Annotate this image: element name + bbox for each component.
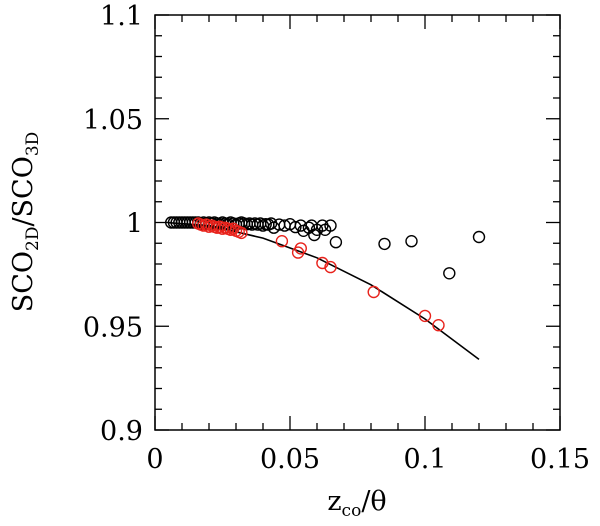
x-axis-label-tail: /θ [361,486,386,517]
y-tick-label: 1.1 [100,1,143,32]
x-tick-label: 0.05 [260,444,320,475]
x-axis-label-main: z [327,486,341,517]
black-data-point [329,235,343,249]
red-data-point [294,242,307,255]
black-data-point [405,234,418,248]
y-axis-label-a: SCO [8,251,39,312]
y-axis-label-b: /SCO [8,156,39,226]
tick-labels: 0 0.05 0.1 0.15 0.9 0.95 1 1.05 1.1 [83,1,590,475]
y-axis-label-a-sub: 2D [23,227,43,251]
axis-ticks [154,14,561,431]
red-data-point [418,309,432,323]
black-data-point [289,220,302,234]
fit-line-group [168,221,480,361]
red-data-point [235,226,248,240]
x-tick-label: 0.15 [530,444,590,475]
y-tick-label: 0.9 [100,416,143,447]
y-axis-label: SCO2D/SCO3D [8,132,43,313]
red-data-point [367,285,380,299]
y-tick-label: 1 [126,209,143,240]
black-data-point [324,219,337,232]
data-points [164,216,486,332]
red-data-point [275,234,289,248]
y-tick-label: 0.95 [83,312,143,343]
y-tick-label: 1.05 [83,105,143,136]
x-axis-label-sub: co [342,501,362,521]
y-axis-label-b-sub: 3D [23,132,43,156]
black-data-point [443,267,456,280]
x-tick-label: 0.1 [404,444,447,475]
x-axis-label: zco/θ [327,486,386,521]
red-data-point [324,260,337,274]
x-tick-label: 0 [146,444,163,475]
red-data-point [432,319,445,332]
black-data-point [378,237,391,251]
black-data-point [472,230,486,244]
fit-line [168,221,480,361]
